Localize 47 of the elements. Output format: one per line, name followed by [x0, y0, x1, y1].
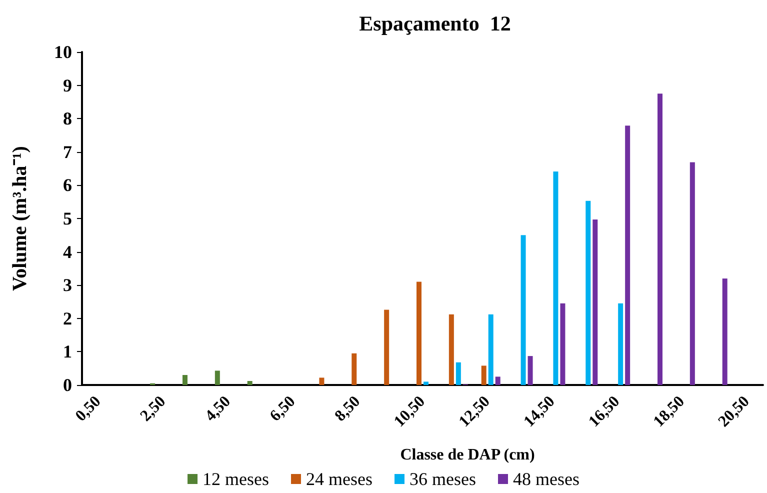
y-tick-label: 8	[63, 108, 72, 129]
bar	[520, 235, 526, 385]
y-tick-label: 2	[63, 308, 72, 328]
y-tick-label: 1	[63, 342, 72, 362]
bar	[214, 370, 220, 385]
bar	[495, 376, 500, 385]
bar	[424, 382, 428, 385]
y-tick-label: 4	[63, 242, 72, 262]
legend-label: 24 meses	[306, 469, 373, 489]
legend-label: 12 meses	[202, 469, 270, 489]
bar	[560, 303, 566, 385]
x-tick-label: 8,50	[332, 392, 364, 425]
y-tick-label: 7	[63, 142, 72, 162]
bar	[352, 353, 357, 385]
y-tick-label: 5	[63, 208, 72, 228]
x-tick-label: 6,50	[266, 392, 299, 425]
bar	[722, 278, 728, 385]
legend-label: 48 meses	[512, 469, 580, 489]
bar	[690, 162, 695, 385]
bar	[658, 94, 662, 385]
bar	[528, 356, 533, 385]
x-tick-label: 4,50	[202, 392, 234, 425]
bar	[247, 381, 252, 385]
x-tick-label: 2,50	[137, 392, 170, 425]
bar	[618, 303, 624, 385]
bar	[456, 362, 461, 385]
bar	[488, 314, 494, 385]
bar	[481, 366, 486, 385]
bar	[384, 310, 390, 385]
y-tick-label: 6	[63, 175, 72, 196]
x-tick-label: 0,50	[72, 392, 104, 425]
chart-title: Espaçamento 12	[359, 12, 511, 36]
bar	[586, 200, 591, 385]
bar	[319, 378, 324, 385]
x-axis-title: Classe de DAP (cm)	[400, 446, 535, 464]
y-axis-title: Volume (m³.ha⁻¹)	[9, 146, 31, 291]
bar	[448, 314, 454, 385]
bar	[625, 126, 630, 385]
bar	[553, 172, 558, 385]
y-tick-label: 3	[63, 275, 72, 296]
bar	[416, 282, 422, 385]
y-tick-label: 0	[63, 375, 72, 395]
bar	[182, 375, 188, 385]
legend-label: 36 meses	[410, 469, 476, 489]
y-tick-label: 10	[54, 42, 72, 62]
y-tick-label: 9	[63, 75, 72, 96]
bar	[592, 220, 598, 385]
